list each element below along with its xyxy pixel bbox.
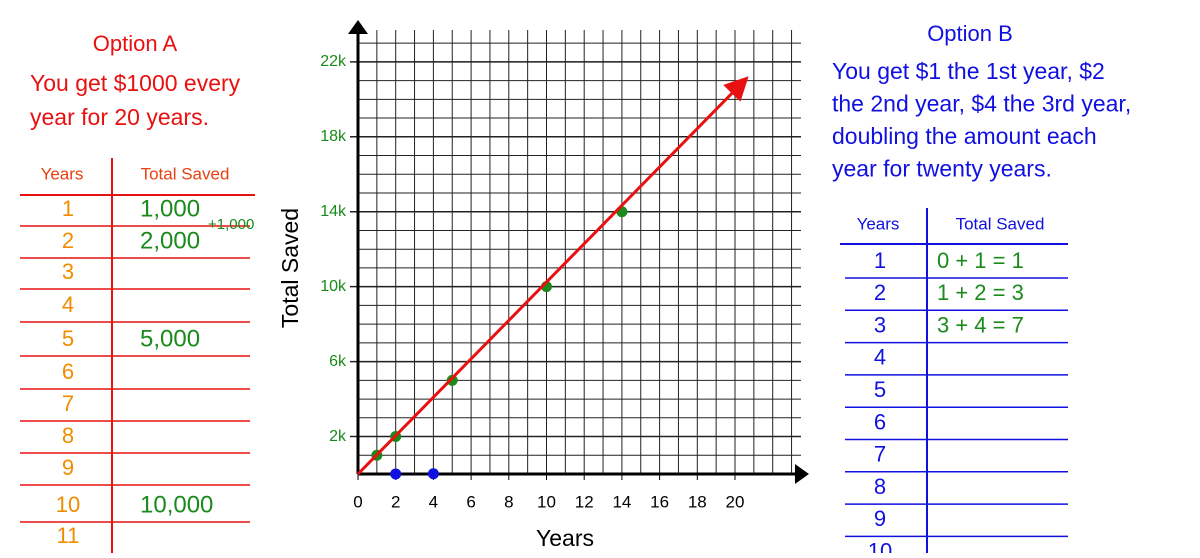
annotation: +1,000	[208, 216, 254, 233]
year-cell: 10	[56, 492, 80, 517]
x-tick-label: 4	[429, 492, 438, 511]
option-text: You get $1000 every	[30, 70, 241, 96]
year-cell: 1	[62, 196, 74, 221]
x-tick-label: 10	[537, 492, 556, 511]
value-cell: 1,000	[140, 195, 200, 222]
x-tick-label: 20	[726, 492, 745, 511]
y-tick-label: 10k	[320, 278, 347, 295]
value-cell: 1 + 2 = 3	[937, 280, 1024, 305]
year-cell: 4	[62, 292, 74, 317]
year-cell: 6	[874, 409, 886, 434]
option-text: the 2nd year, $4 the 3rd year,	[832, 91, 1131, 117]
year-cell: 6	[62, 359, 74, 384]
year-cell: 5	[874, 377, 886, 402]
axis-arrow	[348, 20, 368, 34]
value-cell: 0 + 1 = 1	[937, 248, 1024, 273]
x-tick-label: 14	[612, 492, 631, 511]
table-header: Years	[41, 164, 84, 183]
year-cell: 8	[874, 474, 886, 499]
axis-arrow	[794, 464, 809, 484]
option-text: doubling the amount each	[832, 123, 1097, 149]
y-tick-label: 6k	[329, 353, 347, 370]
trend-line	[356, 76, 749, 476]
x-tick-label: 6	[466, 492, 475, 511]
y-axis-label: Total Saved	[277, 208, 303, 328]
table-header: Total Saved	[141, 164, 230, 183]
year-cell: 3	[874, 312, 886, 337]
value-cell: 10,000	[140, 491, 213, 518]
year-cell: 1	[874, 248, 886, 273]
point	[427, 468, 439, 480]
table-header: Years	[857, 214, 900, 233]
x-tick-label: 8	[504, 492, 513, 511]
year-cell: 7	[62, 391, 74, 416]
x-tick-label: 0	[353, 492, 362, 511]
point	[390, 468, 402, 480]
year-cell: 4	[874, 345, 886, 370]
value-cell: 3 + 4 = 7	[937, 312, 1024, 337]
x-tick-label: 12	[575, 492, 594, 511]
x-tick-label: 16	[650, 492, 669, 511]
option-text: year for 20 years.	[30, 104, 209, 130]
x-axis-label: Years	[536, 525, 594, 551]
year-cell: 3	[62, 259, 74, 284]
year-cell: 9	[874, 506, 886, 531]
option-title: Option A	[93, 31, 178, 56]
value-cell: 5,000	[140, 325, 200, 352]
y-tick-label: 14k	[320, 203, 347, 220]
option-title: Option B	[927, 21, 1013, 46]
y-tick-label: 22k	[320, 53, 347, 70]
table-header: Total Saved	[956, 214, 1045, 233]
year-cell: 5	[62, 326, 74, 351]
x-tick-label: 2	[391, 492, 400, 511]
option-text: You get $1 the 1st year, $2	[832, 58, 1105, 84]
year-cell: 10	[868, 539, 892, 553]
year-cell: 9	[62, 455, 74, 480]
year-cell: 11	[57, 523, 80, 548]
year-cell: 2	[62, 228, 74, 253]
year-cell: 8	[62, 423, 74, 448]
year-cell: 2	[874, 280, 886, 305]
y-tick-label: 18k	[320, 128, 347, 145]
point	[446, 374, 458, 386]
year-cell: 7	[874, 442, 886, 467]
x-tick-label: 18	[688, 492, 707, 511]
option-text: year for twenty years.	[832, 156, 1052, 182]
value-cell: 2,000	[140, 227, 200, 254]
y-tick-label: 2k	[329, 428, 347, 445]
